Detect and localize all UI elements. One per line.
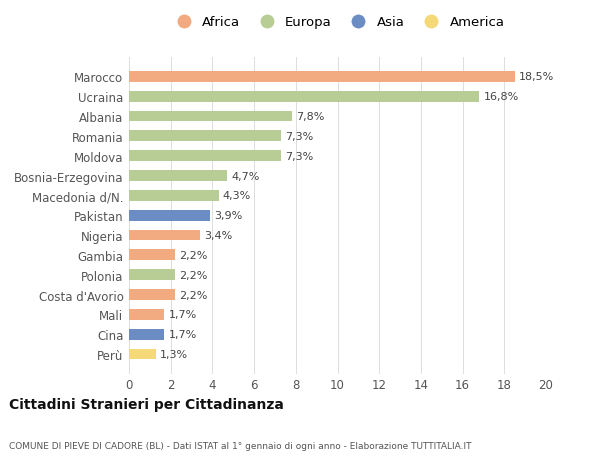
Bar — [129, 151, 281, 162]
Bar — [129, 112, 292, 122]
Text: 7,8%: 7,8% — [296, 112, 324, 122]
Text: 1,7%: 1,7% — [169, 310, 197, 319]
Legend: Africa, Europa, Asia, America: Africa, Europa, Asia, America — [170, 17, 505, 29]
Bar — [129, 210, 211, 221]
Text: 2,2%: 2,2% — [179, 270, 208, 280]
Text: 18,5%: 18,5% — [519, 72, 554, 82]
Text: 2,2%: 2,2% — [179, 250, 208, 260]
Text: COMUNE DI PIEVE DI CADORE (BL) - Dati ISTAT al 1° gennaio di ogni anno - Elabora: COMUNE DI PIEVE DI CADORE (BL) - Dati IS… — [9, 441, 472, 450]
Bar — [129, 349, 156, 360]
Bar — [129, 230, 200, 241]
Text: 7,3%: 7,3% — [286, 151, 314, 162]
Text: 1,3%: 1,3% — [160, 349, 188, 359]
Bar — [129, 250, 175, 261]
Text: 2,2%: 2,2% — [179, 290, 208, 300]
Bar — [129, 329, 164, 340]
Bar — [129, 190, 218, 202]
Text: 1,7%: 1,7% — [169, 330, 197, 340]
Bar — [129, 290, 175, 300]
Text: 3,9%: 3,9% — [214, 211, 243, 221]
Text: 4,3%: 4,3% — [223, 191, 251, 201]
Bar — [129, 131, 281, 142]
Text: 16,8%: 16,8% — [484, 92, 519, 102]
Bar — [129, 91, 479, 102]
Bar — [129, 309, 164, 320]
Text: Cittadini Stranieri per Cittadinanza: Cittadini Stranieri per Cittadinanza — [9, 397, 284, 411]
Text: 4,7%: 4,7% — [231, 171, 260, 181]
Bar — [129, 72, 515, 83]
Text: 7,3%: 7,3% — [286, 132, 314, 141]
Bar — [129, 171, 227, 182]
Text: 3,4%: 3,4% — [204, 230, 232, 241]
Bar — [129, 269, 175, 280]
